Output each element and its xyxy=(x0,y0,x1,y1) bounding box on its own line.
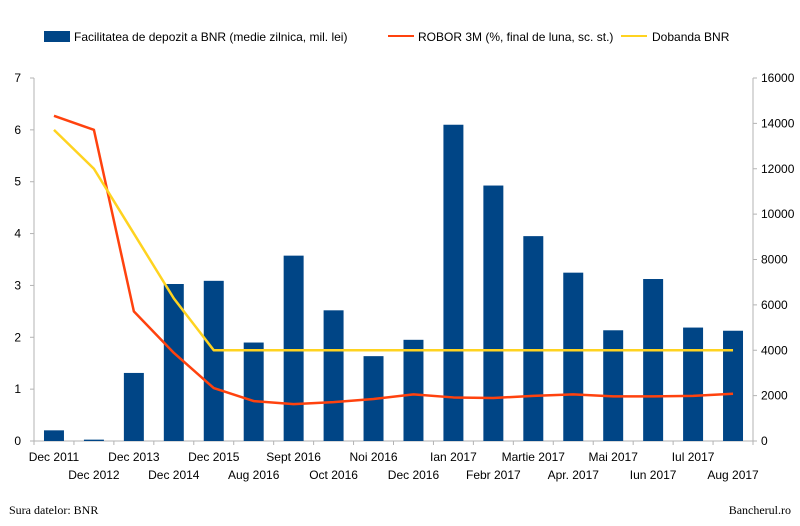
y-right-tick-label: 0 xyxy=(761,434,768,448)
y-right-tick-label: 6000 xyxy=(761,298,788,312)
bar xyxy=(723,330,744,441)
source-note: Sura datelor: BNR xyxy=(9,503,99,517)
x-tick-label: Dec 2011 xyxy=(29,450,80,464)
bar xyxy=(203,280,224,441)
line-robor xyxy=(53,114,734,406)
bar xyxy=(323,310,344,441)
x-tick-label: Aug 2016 xyxy=(228,468,280,482)
brand-label: Bancherul.ro xyxy=(728,503,791,517)
bar xyxy=(443,124,464,441)
y-right-tick-label: 12000 xyxy=(761,162,795,176)
bar xyxy=(243,342,264,441)
x-tick-label: Oct 2016 xyxy=(309,468,358,482)
y-right-tick-label: 4000 xyxy=(761,343,788,357)
bar xyxy=(563,272,584,441)
bar xyxy=(163,284,184,441)
x-tick-label: Iul 2017 xyxy=(672,450,715,464)
legend-label-robor: ROBOR 3M (%, final de luna, sc. st.) xyxy=(418,30,613,44)
x-tick-label: Iun 2017 xyxy=(630,468,677,482)
x-tick-label: Ian 2017 xyxy=(430,450,477,464)
bar xyxy=(403,339,424,441)
x-tick-label: Febr 2017 xyxy=(466,468,521,482)
x-tick-label: Dec 2014 xyxy=(148,468,200,482)
x-tick-label: Martie 2017 xyxy=(502,450,566,464)
bar xyxy=(483,185,504,441)
x-tick-label: Mai 2017 xyxy=(589,450,639,464)
y-left-tick-label: 1 xyxy=(14,382,21,396)
y-left-tick-label: 3 xyxy=(14,278,21,292)
y-left-tick-label: 5 xyxy=(14,175,21,189)
y-right-tick-label: 8000 xyxy=(761,253,788,267)
legend: Facilitatea de depozit a BNR (medie ziln… xyxy=(44,30,730,44)
bar xyxy=(123,372,144,441)
bar xyxy=(283,255,304,441)
y-left-tick-label: 2 xyxy=(14,330,21,344)
x-tick-label: Dec 2016 xyxy=(388,468,440,482)
x-tick-label: Sept 2016 xyxy=(266,450,321,464)
x-tick-label: Aug 2017 xyxy=(707,468,759,482)
y-right-tick-label: 10000 xyxy=(761,207,795,221)
legend-label-facilitatea: Facilitatea de depozit a BNR (medie ziln… xyxy=(74,30,347,44)
legend-label-dobanda: Dobanda BNR xyxy=(652,30,730,44)
y-left-tick-label: 0 xyxy=(14,434,21,448)
bar xyxy=(683,327,704,441)
legend-swatch-bar xyxy=(44,31,70,42)
bar xyxy=(83,439,104,441)
bar xyxy=(43,430,64,441)
x-tick-label: Apr. 2017 xyxy=(548,468,600,482)
y-right-tick-label: 16000 xyxy=(761,71,795,85)
x-tick-label: Dec 2012 xyxy=(68,468,120,482)
y-left-tick-label: 6 xyxy=(14,123,21,137)
x-tick-label: Dec 2013 xyxy=(108,450,160,464)
bar xyxy=(523,236,544,441)
y-right-tick-label: 14000 xyxy=(761,116,795,130)
bar xyxy=(603,330,624,441)
line-dobanda xyxy=(53,128,734,352)
y-right-tick-label: 2000 xyxy=(761,389,788,403)
plot-area: 0 1 2 3 4 5 6 7 0 2000 4000 6000 8000 10000 12000 14000… xyxy=(14,71,794,482)
x-tick-label: Noi 2016 xyxy=(350,450,398,464)
bar xyxy=(643,279,664,441)
y-left-tick-label: 4 xyxy=(14,227,21,241)
x-tick-label: Dec 2015 xyxy=(188,450,240,464)
y-left-tick-label: 7 xyxy=(14,71,21,85)
